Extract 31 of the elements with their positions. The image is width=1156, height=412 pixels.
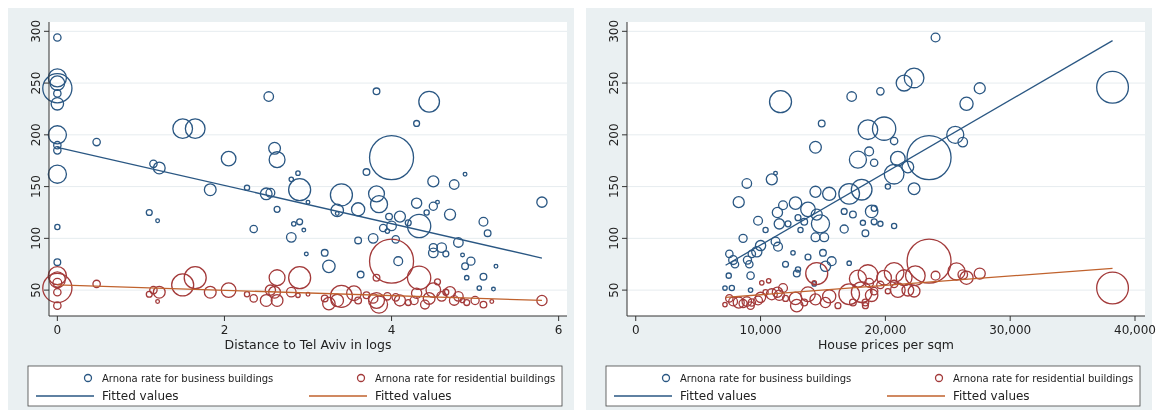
x-tick-label: 0 <box>53 323 62 337</box>
x-axis-title: House prices per sqm <box>817 337 955 352</box>
legend-label: Arnona rate for residential buildings <box>953 373 1134 384</box>
y-tick-label: 100 <box>29 226 43 250</box>
y-tick-label: 250 <box>607 71 621 95</box>
y-tick-label: 50 <box>607 282 621 298</box>
y-tick-label: 250 <box>29 71 43 95</box>
legend-label: Fitted values <box>953 389 1030 403</box>
y-tick-label: 150 <box>29 175 43 199</box>
legend-label: Fitted values <box>102 389 179 403</box>
y-tick-label: 200 <box>29 123 43 147</box>
x-tick-label: 10,000 <box>739 323 782 337</box>
y-tick-label: 100 <box>607 226 621 250</box>
x-tick-label: 4 <box>387 323 396 337</box>
x-tick-label: 0 <box>631 323 640 337</box>
y-tick-label: 300 <box>607 19 621 43</box>
x-tick-label: 6 <box>554 323 563 337</box>
y-tick-label: 300 <box>29 19 43 43</box>
legend-label: Fitted values <box>680 389 757 403</box>
legend-label: Arnona rate for residential buildings <box>375 373 556 384</box>
x-tick-label: 30,000 <box>989 323 1032 337</box>
legend-label: Arnona rate for business buildings <box>680 373 852 384</box>
x-axis-title: Distance to Tel Aviv in logs <box>224 337 392 352</box>
x-tick-label: 40,000 <box>1114 323 1156 337</box>
y-tick-label: 50 <box>29 282 43 298</box>
x-tick-label: 2 <box>220 323 229 337</box>
y-tick-label: 150 <box>607 175 621 199</box>
legend-label: Arnona rate for business buildings <box>102 373 274 384</box>
legend-label: Fitted values <box>375 389 452 403</box>
x-tick-label: 20,000 <box>864 323 907 337</box>
y-tick-label: 200 <box>607 123 621 147</box>
